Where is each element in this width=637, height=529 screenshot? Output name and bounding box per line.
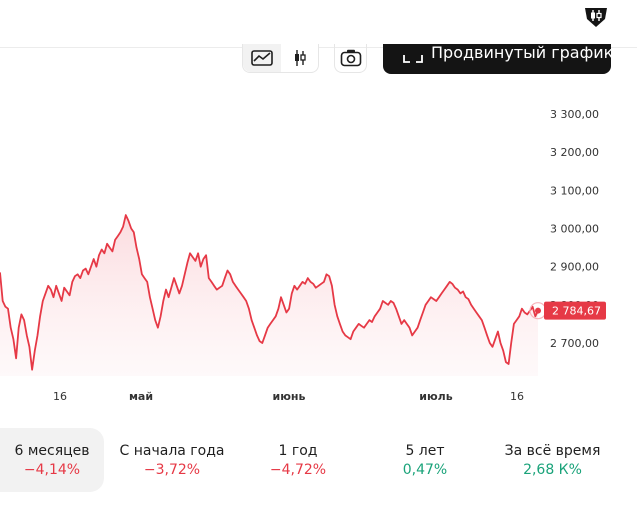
last-price-label: 2 784,67 (552, 305, 601, 318)
period-selector: 6 месяцев −4,14% С начала года −3,72% 1 … (0, 428, 637, 492)
x-tick-label: май (129, 390, 153, 403)
price-chart[interactable]: 3 300,00 3 200,00 3 100,00 3 000,00 2 900,00… (0, 76, 637, 410)
period-change: 2,68 К% (523, 461, 582, 478)
period-change: −3,72% (143, 461, 201, 478)
period-ytd[interactable]: С начала года −3,72% (112, 428, 232, 492)
period-change: −4,14% (23, 461, 81, 478)
period-label: С начала года (119, 442, 225, 459)
candlestick-shield-icon[interactable] (583, 6, 609, 28)
chart-type-switcher (242, 44, 319, 73)
period-change: 0,47% (402, 461, 448, 478)
period-6m[interactable]: 6 месяцев −4,14% (0, 428, 104, 492)
period-label: 1 год (278, 442, 318, 459)
expand-icon (403, 55, 423, 63)
y-tick-label: 3 200,00 (550, 146, 599, 159)
y-tick-label: 2 900,00 (550, 261, 599, 274)
y-tick-label: 3 300,00 (550, 108, 599, 121)
period-5y[interactable]: 5 лет 0,47% (375, 428, 475, 492)
candlestick-chart-button[interactable] (281, 44, 319, 72)
period-all[interactable]: За всё время 2,68 К% (500, 428, 605, 492)
y-tick-label: 3 100,00 (550, 184, 599, 197)
area-chart-icon (251, 50, 273, 66)
x-tick-label: 16 (510, 390, 524, 403)
x-axis: 16 май июнь июль 16 (53, 390, 524, 403)
area-chart-button[interactable] (243, 44, 281, 72)
price-line (0, 214, 539, 371)
screenshot-button[interactable] (334, 44, 367, 73)
camera-icon (340, 49, 361, 67)
price-area (0, 215, 538, 376)
top-bar (0, 0, 637, 48)
chart-toolbar: Продвинутый график (0, 43, 637, 74)
y-tick-label: 2 700,00 (550, 337, 599, 350)
last-price-badge (544, 301, 606, 320)
last-point[interactable] (535, 307, 541, 314)
period-1y[interactable]: 1 год −4,72% (248, 428, 348, 492)
y-tick-label: 3 000,00 (550, 223, 599, 236)
period-label: За всё время (504, 442, 601, 459)
x-tick-label: июль (419, 390, 452, 403)
period-change: −4,72% (269, 461, 327, 478)
candlestick-icon (295, 50, 306, 66)
x-tick-label: 16 (53, 390, 67, 403)
advanced-chart-label: Продвинутый график (431, 43, 614, 62)
period-label: 5 лет (405, 442, 445, 459)
advanced-chart-button[interactable]: Продвинутый график (383, 43, 614, 74)
x-tick-label: июнь (273, 390, 306, 403)
period-label: 6 месяцев (14, 442, 90, 459)
